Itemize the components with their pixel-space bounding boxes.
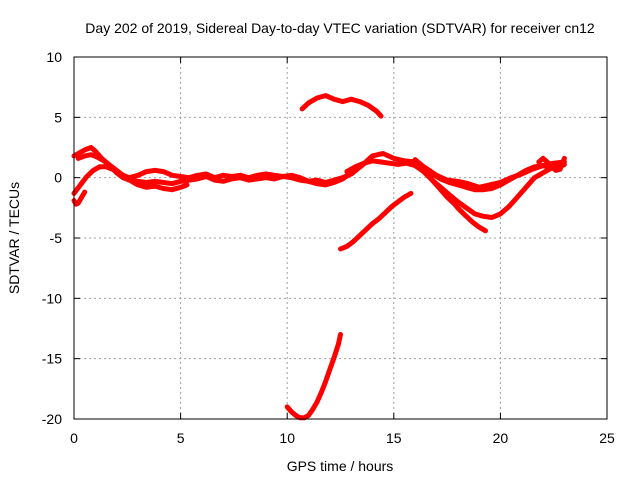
y-tick-label: 10 [46, 49, 62, 65]
series-arc-2 [71, 164, 190, 196]
ticks [73, 56, 608, 420]
x-tick-label: 15 [386, 430, 402, 446]
series-arc-4 [75, 152, 184, 181]
y-axis-label: SDTVAR / TECUs [6, 182, 22, 294]
series-arc-7 [344, 158, 563, 220]
chart-title: Day 202 of 2019, Sidereal Day-to-day VTE… [85, 20, 595, 36]
y-tick-label: -20 [42, 411, 62, 427]
x-tick-label: 10 [279, 430, 295, 446]
y-tick-label: -15 [42, 351, 62, 367]
y-tick-label: -10 [42, 290, 62, 306]
y-tick-label: 5 [54, 109, 62, 125]
y-tick-label: 0 [54, 170, 62, 186]
x-axis-label: GPS time / hours [287, 458, 394, 474]
series-arc-12 [338, 190, 414, 252]
tick-labels: 0 5 10 15 20 25 -20 -15 -10 -5 0 5 10 [42, 49, 615, 446]
series-arc-11 [299, 93, 384, 119]
y-tick-label: -5 [50, 230, 63, 246]
series-arc-10 [536, 155, 567, 173]
series-arc-8 [412, 160, 488, 234]
series-layer [71, 93, 567, 421]
series-arc-13 [284, 332, 343, 421]
x-tick-label: 0 [70, 430, 78, 446]
x-tick-label: 25 [599, 430, 615, 446]
x-tick-label: 20 [493, 430, 509, 446]
series-arc-6 [178, 170, 354, 188]
x-tick-label: 5 [177, 430, 185, 446]
series-arc-3 [71, 189, 88, 207]
grid [74, 57, 607, 419]
series-arc-9 [412, 157, 567, 193]
